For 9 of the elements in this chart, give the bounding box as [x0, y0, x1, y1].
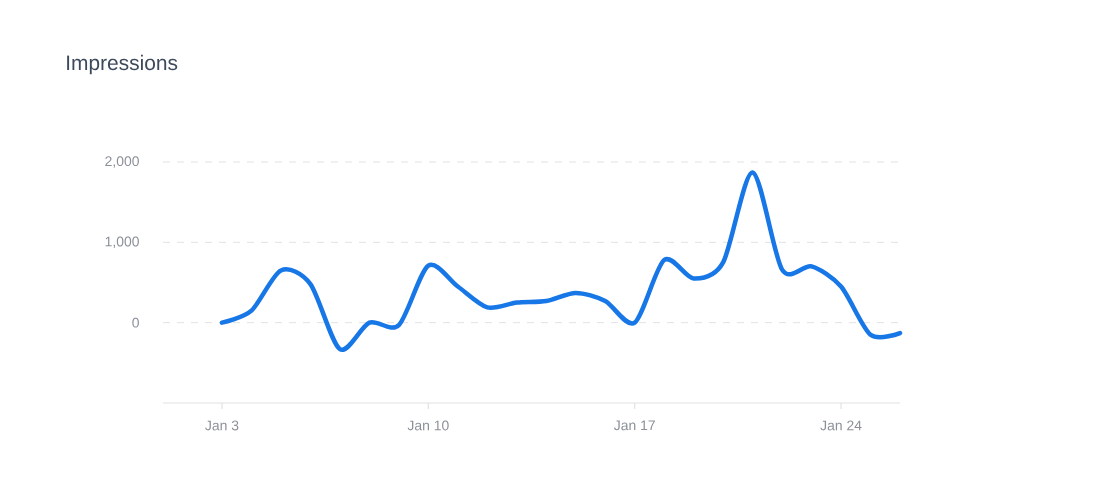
x-tick-label: Jan 24: [820, 420, 862, 431]
y-tick-label: 0: [132, 317, 139, 328]
x-tick-label: Jan 10: [407, 420, 449, 431]
y-tick-label: 2,000: [105, 156, 139, 168]
chart-title: Impressions: [67, 54, 178, 75]
y-tick-label: 1,000: [105, 236, 139, 249]
line-series: [219, 170, 903, 352]
x-tick-label: Jan 3: [205, 420, 239, 431]
x-tick-label: Jan 17: [613, 420, 655, 431]
